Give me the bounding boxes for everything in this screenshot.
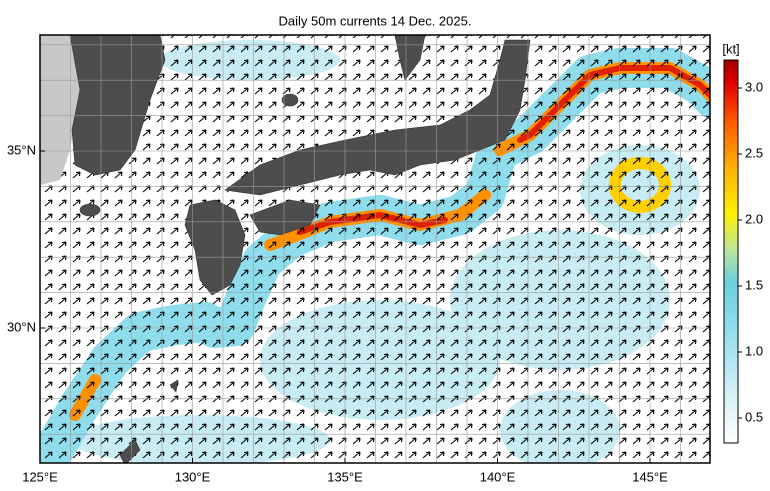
lon-label: 130°E — [175, 469, 211, 484]
land — [40, 35, 531, 463]
colorbar — [723, 59, 739, 444]
lon-label: 135°E — [327, 469, 363, 484]
lon-label: 125°E — [22, 469, 58, 484]
lat-label: 35°N — [7, 142, 36, 157]
map-frame — [39, 34, 711, 464]
current-field — [40, 35, 710, 463]
colorbar-label: 1.5 — [745, 277, 763, 292]
colorbar-label: 0.5 — [745, 409, 763, 424]
colorbar-unit: [kt] — [722, 41, 739, 56]
colorbar-label: 2.0 — [745, 211, 763, 226]
map-title: Daily 50m currents 14 Dec. 2025. — [279, 13, 472, 28]
lon-label: 145°E — [632, 469, 668, 484]
colorbar-label: 3.0 — [745, 79, 763, 94]
graticule — [40, 35, 710, 463]
lon-label: 140°E — [480, 469, 516, 484]
colorbar-label: 1.0 — [745, 343, 763, 358]
colorbar-label: 2.5 — [745, 145, 763, 160]
lat-label: 30°N — [7, 319, 36, 334]
